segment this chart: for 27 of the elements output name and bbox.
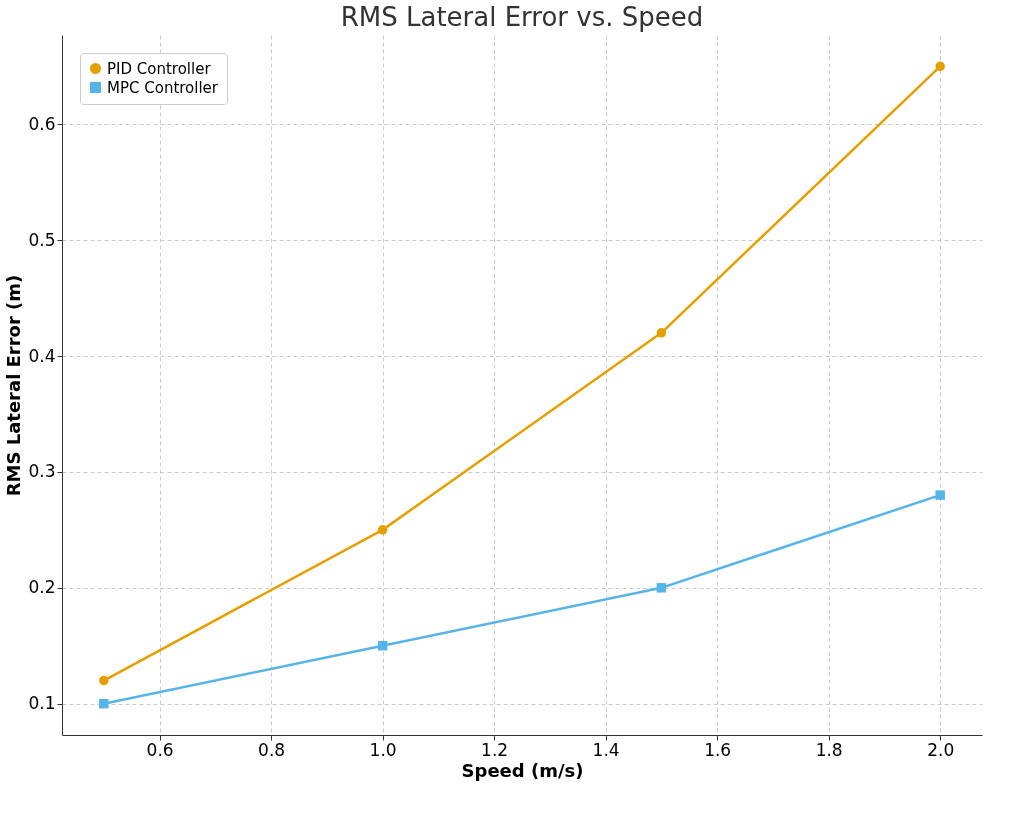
x-tick-label: 0.8 bbox=[258, 739, 286, 760]
y-tick-label: 0.4 bbox=[28, 345, 56, 366]
y-tick-label: 0.1 bbox=[28, 693, 56, 714]
x-tick-label: 1.0 bbox=[369, 739, 397, 760]
point bbox=[935, 61, 945, 72]
y-tick-label: 0.6 bbox=[28, 113, 56, 134]
point bbox=[377, 525, 388, 535]
point bbox=[377, 641, 388, 651]
x-tick-label: 0.6 bbox=[146, 739, 174, 760]
x-tick-label: 1.8 bbox=[815, 739, 843, 760]
y-tick-label: 0.2 bbox=[28, 577, 56, 598]
x-tick-label: 1.2 bbox=[481, 739, 509, 760]
point bbox=[99, 675, 109, 686]
legend-label: MPC Controller bbox=[107, 78, 219, 97]
point bbox=[656, 328, 667, 338]
x-tick-label: 2.0 bbox=[927, 739, 955, 760]
y-tick-label: 0.5 bbox=[28, 229, 56, 250]
point bbox=[935, 490, 945, 500]
point bbox=[99, 698, 109, 709]
x-tick-label: 1.6 bbox=[704, 739, 732, 760]
point bbox=[656, 583, 667, 593]
y-axis-title: RMS Lateral Error (m) bbox=[3, 274, 25, 497]
chart-title: RMS Lateral Error vs. Speed bbox=[340, 2, 704, 32]
legend-label: PID Controller bbox=[107, 59, 212, 78]
x-axis-title: Speed (m/s) bbox=[461, 759, 584, 781]
x-tick-label: 1.4 bbox=[592, 739, 620, 760]
y-tick-label: 0.3 bbox=[28, 461, 56, 482]
